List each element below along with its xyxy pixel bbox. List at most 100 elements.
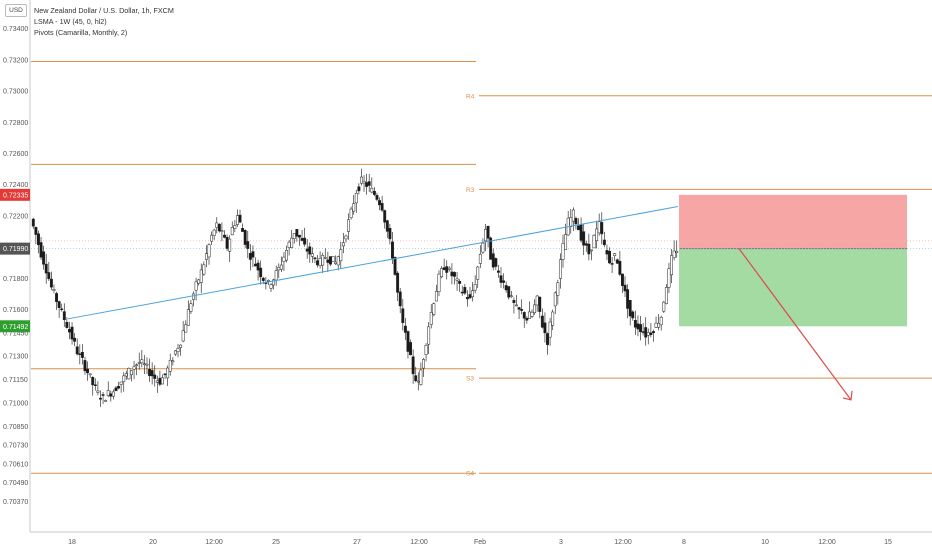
- candle-up: [266, 280, 270, 282]
- candle-up: [484, 228, 487, 242]
- candle-up: [675, 250, 679, 253]
- candle-down: [504, 285, 508, 291]
- y-tick-label: 0.72400: [3, 182, 28, 189]
- candle-up: [657, 323, 661, 328]
- candle-down: [393, 256, 397, 275]
- candle-up: [199, 269, 203, 283]
- candle-down: [445, 266, 449, 273]
- candle-up: [106, 390, 110, 396]
- candle-down: [60, 308, 64, 311]
- candle-down: [256, 262, 260, 271]
- candle-up: [535, 295, 539, 306]
- projection-arrow-head: [842, 390, 853, 401]
- candle-down: [300, 238, 304, 241]
- currency-badge[interactable]: USD: [5, 4, 27, 17]
- y-tick-label: 0.71600: [3, 307, 28, 314]
- candle-down: [308, 246, 312, 255]
- projection-arrow-line: [738, 248, 852, 401]
- pivot-label-r4: R4: [466, 93, 475, 100]
- candle-up: [202, 264, 206, 275]
- candle-up: [334, 261, 338, 264]
- candle-down: [623, 284, 627, 292]
- y-tick-label: 0.70490: [3, 480, 28, 487]
- candle-down: [93, 384, 97, 386]
- drawings-layer[interactable]: [67, 206, 853, 401]
- candle-down: [636, 323, 640, 330]
- candle-down: [406, 331, 410, 352]
- candle-down: [520, 309, 524, 311]
- candle-up: [215, 222, 219, 228]
- candle-down: [326, 259, 330, 263]
- candle-down: [49, 278, 53, 288]
- candle-up: [349, 208, 353, 218]
- x-tick-label: Feb: [474, 539, 486, 546]
- candle-down: [620, 273, 624, 286]
- candle-down: [158, 377, 162, 385]
- candle-down: [91, 377, 95, 386]
- price-badge-bg: [0, 242, 30, 255]
- candle-up: [318, 257, 322, 266]
- candle-down: [628, 300, 632, 317]
- candles-layer: [31, 168, 679, 407]
- candle-down: [458, 281, 462, 284]
- candle-down: [70, 326, 74, 340]
- candle-up: [551, 311, 555, 326]
- candle-down: [31, 218, 35, 227]
- candle-up: [571, 209, 575, 222]
- candle-down: [367, 181, 371, 186]
- candle-up: [173, 350, 177, 355]
- time-axis[interactable]: 18 20 12:00 25 27 12:00 Feb 3 12:00 8 10 12:00 15: [68, 539, 892, 546]
- candle-down: [574, 218, 578, 225]
- candle-up: [230, 227, 234, 236]
- price-axis[interactable]: 0.73400 0.73200 0.73000 0.72800 0.72600 0.724…: [0, 26, 30, 506]
- candle-down: [639, 324, 642, 333]
- candle-up: [592, 235, 596, 249]
- x-tick-label: 10: [761, 539, 769, 546]
- candle-up: [285, 249, 288, 261]
- x-tick-label: 20: [149, 539, 157, 546]
- candle-up: [184, 324, 188, 333]
- candle-down: [44, 263, 48, 274]
- candle-down: [148, 369, 152, 377]
- candle-up: [432, 303, 436, 315]
- candle-up: [447, 267, 451, 270]
- y-tick-label: 0.70370: [3, 499, 28, 506]
- candle-down: [65, 321, 69, 328]
- y-tick-label: 0.73000: [3, 89, 28, 96]
- candle-up: [527, 311, 531, 319]
- candle-down: [460, 291, 464, 294]
- symbol-title[interactable]: New Zealand Dollar / U.S. Dollar, 1h, FX…: [34, 6, 174, 15]
- candle-down: [403, 325, 407, 333]
- candle-down: [248, 253, 252, 260]
- candle-up: [287, 241, 291, 248]
- candle-up: [339, 249, 343, 262]
- candle-up: [233, 225, 237, 229]
- price-badge-bg: [0, 188, 30, 201]
- candle-up: [176, 348, 180, 352]
- y-tick-label: 0.72600: [3, 151, 28, 158]
- candle-down: [73, 337, 77, 342]
- candle-up: [533, 304, 537, 314]
- candle-down: [579, 224, 583, 241]
- candle-down: [543, 322, 547, 334]
- candle-down: [254, 263, 257, 267]
- candle-down: [42, 251, 46, 265]
- price-badge-bg: [0, 320, 30, 333]
- candle-up: [88, 373, 92, 376]
- indicator-lsma-label[interactable]: LSMA - 1W (45, 0, hl2): [34, 17, 107, 26]
- candle-down: [584, 243, 588, 246]
- y-tick-label: 0.71300: [3, 354, 28, 361]
- x-tick-label: 12:00: [614, 539, 632, 546]
- candle-down: [652, 331, 655, 334]
- candle-down: [577, 225, 580, 231]
- candle-down: [378, 200, 381, 206]
- candle-up: [274, 270, 278, 281]
- candle-up: [336, 256, 340, 266]
- candle-down: [491, 253, 495, 268]
- indicator-pivots-label[interactable]: Pivots (Camarilla, Monthly, 2): [34, 28, 128, 37]
- y-tick-label: 0.70850: [3, 424, 28, 431]
- price-badge-label: 0.71492: [3, 324, 28, 331]
- trade-position-layer[interactable]: [679, 194, 907, 327]
